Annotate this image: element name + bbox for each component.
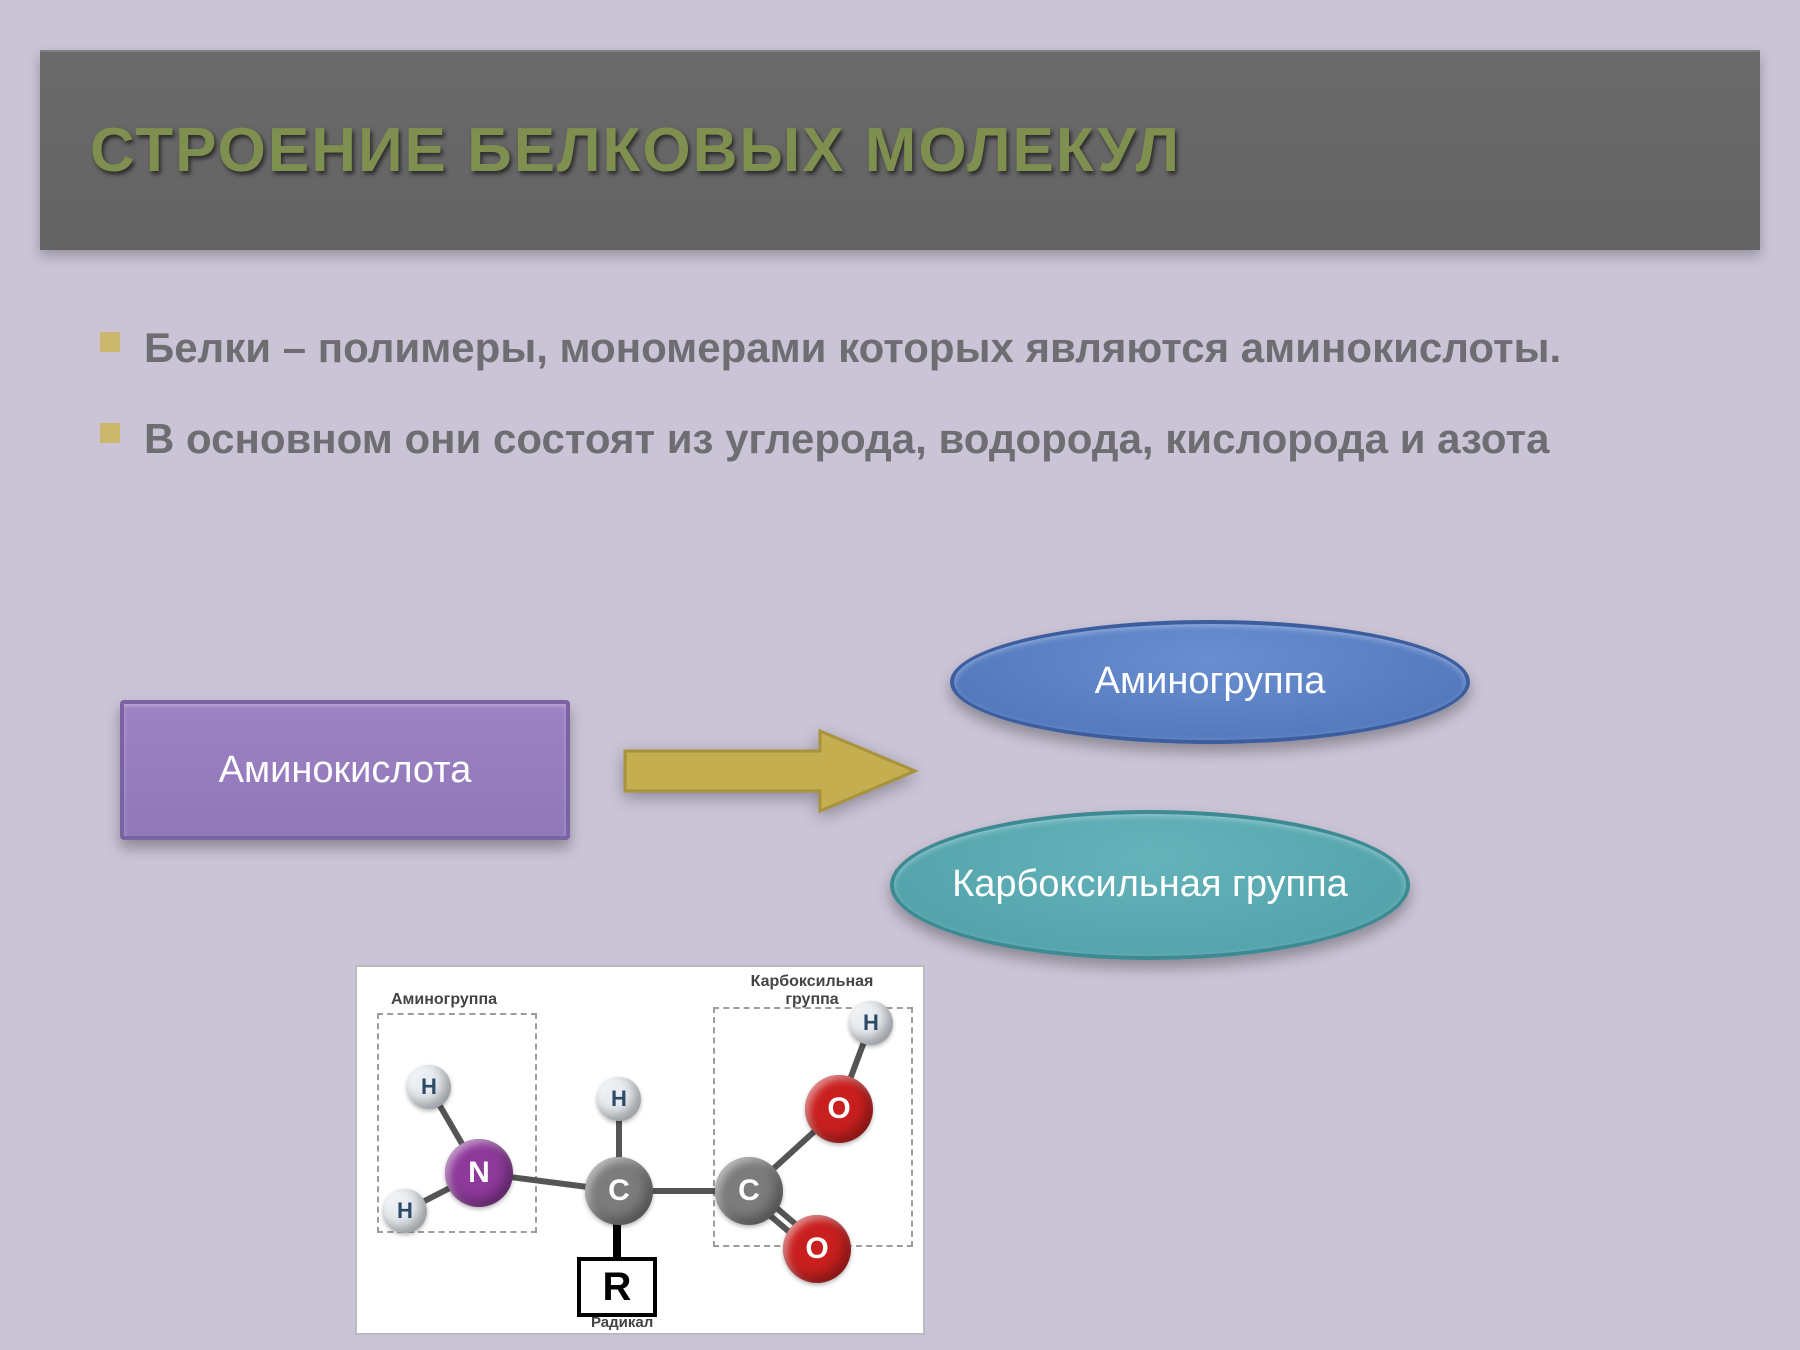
node-aminoacid: Аминокислота bbox=[120, 700, 570, 840]
node-radical: R bbox=[577, 1257, 657, 1317]
bullet-list: Белки – полимеры, мономерами которых явл… bbox=[100, 320, 1740, 501]
concept-diagram: Аминокислота Аминогруппа Карбоксильная г… bbox=[100, 620, 1740, 970]
node-label: Аминокислота bbox=[219, 749, 472, 792]
bullet-marker-icon bbox=[100, 423, 120, 443]
atom-H: H bbox=[849, 1001, 893, 1045]
bullet-item: В основном они состоят из углерода, водо… bbox=[100, 411, 1740, 468]
atom-H: H bbox=[383, 1189, 427, 1233]
atom-O: O bbox=[805, 1075, 873, 1143]
bullet-marker-icon bbox=[100, 332, 120, 352]
bullet-text: Белки – полимеры, мономерами которых явл… bbox=[144, 320, 1561, 377]
node-carboxyl: Карбоксильная группа bbox=[890, 810, 1410, 960]
node-label: Карбоксильная группа bbox=[952, 864, 1348, 906]
arrow-icon bbox=[620, 726, 920, 816]
bullet-text: В основном они состоят из углерода, водо… bbox=[144, 411, 1549, 468]
atom-N: N bbox=[445, 1139, 513, 1207]
title-bar: СТРОЕНИЕ БЕЛКОВЫХ МОЛЕКУЛ bbox=[40, 50, 1760, 250]
atom-C: C bbox=[585, 1157, 653, 1225]
node-aminogroup: Аминогруппа bbox=[950, 620, 1470, 744]
molecule-panel: Аминогруппа Карбоксильная группа Радикал… bbox=[355, 965, 925, 1335]
atom-O: O bbox=[783, 1215, 851, 1283]
bond-r bbox=[613, 1219, 621, 1259]
caption-aminogroup: Аминогруппа bbox=[391, 991, 497, 1009]
bullet-item: Белки – полимеры, мономерами которых явл… bbox=[100, 320, 1740, 377]
node-label: Аминогруппа bbox=[1095, 661, 1326, 703]
atom-H: H bbox=[597, 1077, 641, 1121]
atom-H: H bbox=[407, 1065, 451, 1109]
page-title: СТРОЕНИЕ БЕЛКОВЫХ МОЛЕКУЛ bbox=[90, 115, 1181, 186]
atom-C: C bbox=[715, 1157, 783, 1225]
caption-radical: Радикал bbox=[591, 1315, 653, 1332]
